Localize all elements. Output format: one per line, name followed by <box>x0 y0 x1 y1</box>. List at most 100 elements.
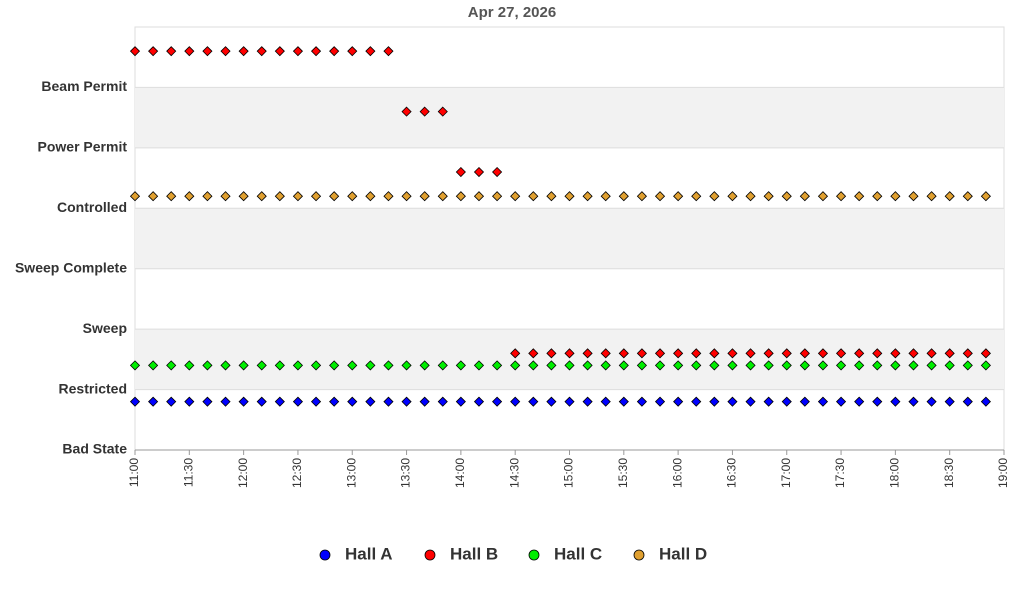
point <box>383 396 394 407</box>
point <box>673 396 684 407</box>
x-tick-label: 15:00 <box>562 458 576 488</box>
point <box>238 396 249 407</box>
point <box>528 360 539 371</box>
x-tick-label: 19:00 <box>996 458 1010 488</box>
point <box>166 360 177 371</box>
legend-marker <box>633 549 645 561</box>
point <box>799 360 810 371</box>
point <box>256 396 267 407</box>
point <box>872 348 883 359</box>
point <box>365 46 376 57</box>
point <box>582 191 593 202</box>
point <box>636 348 647 359</box>
point <box>817 191 829 202</box>
point <box>202 46 213 57</box>
point <box>148 46 159 57</box>
point <box>256 46 267 57</box>
point <box>510 348 521 359</box>
point <box>854 396 865 407</box>
y-tick-label: Bad State <box>62 441 127 457</box>
point <box>854 360 865 371</box>
x-tick-label: 18:30 <box>942 458 956 488</box>
point <box>455 166 466 178</box>
point <box>329 360 340 371</box>
point <box>727 360 738 371</box>
point <box>727 396 738 407</box>
point <box>908 360 919 371</box>
point <box>166 396 177 407</box>
point <box>365 396 376 407</box>
point <box>763 396 774 407</box>
point <box>401 106 412 117</box>
point <box>564 348 575 359</box>
point <box>274 191 285 202</box>
point <box>926 191 937 202</box>
point <box>944 191 955 202</box>
point <box>473 360 485 371</box>
x-tick-label: 17:00 <box>779 458 793 488</box>
legend-label: Hall C <box>554 544 602 563</box>
x-tick-label: 16:30 <box>725 458 739 488</box>
point <box>709 348 720 359</box>
point <box>528 191 539 202</box>
point <box>926 396 937 407</box>
point <box>962 360 973 371</box>
point <box>908 191 919 202</box>
point <box>347 191 358 202</box>
chart-title: Apr 27, 2026 <box>468 4 556 21</box>
point <box>673 348 684 359</box>
point <box>817 360 829 371</box>
point <box>329 46 340 57</box>
grid-band <box>135 329 1004 390</box>
point <box>600 348 611 359</box>
x-tick-label: 14:00 <box>453 458 467 488</box>
point <box>872 191 883 202</box>
point <box>166 191 177 202</box>
point <box>691 360 702 371</box>
y-tick-label: Restricted <box>59 380 127 396</box>
point <box>546 191 557 202</box>
point <box>618 360 629 371</box>
x-tick-label: 16:00 <box>670 458 684 488</box>
point <box>184 46 195 57</box>
point <box>980 191 991 202</box>
point <box>980 360 991 371</box>
point <box>781 396 792 407</box>
point <box>238 46 249 57</box>
point <box>510 191 521 202</box>
point <box>546 396 557 407</box>
point <box>455 191 466 202</box>
point <box>510 396 521 407</box>
y-tick-label: Power Permit <box>38 139 128 155</box>
point <box>383 191 394 202</box>
legend-label: Hall A <box>345 544 393 563</box>
point <box>582 396 593 407</box>
point <box>636 396 647 407</box>
point <box>618 191 629 202</box>
point <box>654 360 666 371</box>
point <box>473 166 485 178</box>
point <box>148 396 159 407</box>
legend-marker <box>528 549 540 561</box>
point <box>129 46 141 57</box>
x-tick-label: 17:30 <box>833 458 847 488</box>
point <box>220 191 231 202</box>
point <box>129 360 141 371</box>
point <box>835 191 847 202</box>
point <box>980 348 991 359</box>
point <box>745 396 756 407</box>
point <box>799 348 810 359</box>
point <box>854 191 865 202</box>
point <box>854 348 865 359</box>
point <box>184 191 195 202</box>
x-tick-label: 13:30 <box>399 458 413 488</box>
point <box>890 191 901 202</box>
point <box>220 46 231 57</box>
point <box>908 348 919 359</box>
point <box>890 396 901 407</box>
point <box>310 46 322 57</box>
point <box>274 46 285 57</box>
x-tick-label: 12:30 <box>290 458 304 488</box>
x-tick-label: 13:00 <box>344 458 358 488</box>
